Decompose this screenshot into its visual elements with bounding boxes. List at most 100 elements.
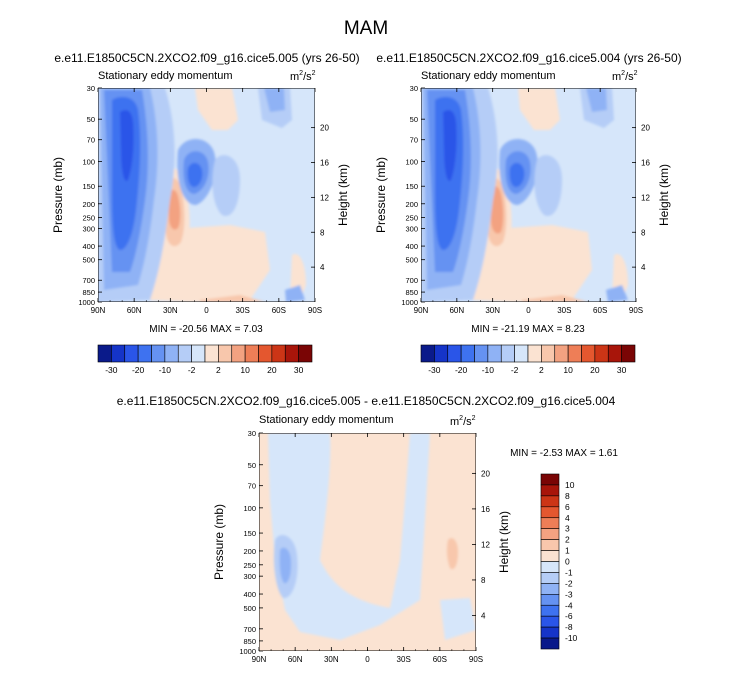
- colorbar-swatch: [607, 344, 622, 363]
- colorbar-swatch: [420, 344, 435, 363]
- x-tick-label: 30N: [163, 306, 178, 315]
- x-tick-label: 60S: [593, 306, 607, 315]
- colorbar-swatch: [231, 344, 246, 363]
- x-tick-label: 30N: [324, 655, 339, 664]
- y-tick-label: 70: [87, 136, 95, 145]
- colorbar-label: 20: [267, 365, 277, 375]
- y2-tick-label: 12: [641, 193, 650, 202]
- colorbar-label: -2: [565, 578, 573, 588]
- colorbar-label: 10: [240, 365, 250, 375]
- y-tick-label: 100: [405, 157, 418, 166]
- colorbar-swatch: [540, 561, 560, 573]
- colorbar-label: -2: [511, 365, 519, 375]
- colorbar-swatch: [434, 344, 449, 363]
- colorbar-swatch: [204, 344, 219, 363]
- colorbar-label: 2: [216, 365, 221, 375]
- y-tick-label: 500: [243, 604, 256, 613]
- colorbar-swatch: [540, 495, 560, 508]
- y-tick-label: 200: [243, 547, 256, 556]
- y-tick-label: 400: [243, 590, 256, 599]
- y2-tick-label: 4: [641, 263, 646, 272]
- colorbar-label: -10: [159, 365, 172, 375]
- figure-title: MAM: [344, 18, 388, 39]
- colorbar-swatch: [540, 484, 560, 497]
- x-tick-label: 90N: [91, 306, 106, 315]
- x-tick-label: 90S: [469, 655, 483, 664]
- y2-axis-label: Height (km): [336, 164, 350, 226]
- panel-1-units: m2/s2: [290, 70, 316, 83]
- y2-tick-label: 12: [481, 540, 490, 549]
- y2-axis-label: Height (km): [497, 511, 511, 573]
- panel-1-case-title: e.e11.E1850C5CN.2XCO2.f09_g16.cice5.005 …: [54, 51, 359, 65]
- y-tick-label: 500: [82, 256, 95, 265]
- colorbar-label: 6: [565, 502, 570, 512]
- y-tick-label: 30: [410, 84, 418, 93]
- panel-3-units: m2/s2: [450, 415, 476, 428]
- y-tick-label: 300: [405, 225, 418, 234]
- colorbar-swatch: [177, 344, 192, 363]
- y-tick-label: 150: [82, 182, 95, 191]
- colorbar-swatch: [218, 344, 233, 363]
- y2-tick-label: 16: [320, 159, 329, 168]
- y-tick-label: 30: [87, 84, 95, 93]
- panel-1-colorbar: -30 -20 -10 -2 2 10 20 30: [97, 344, 313, 375]
- colorbar-label: 3: [565, 524, 570, 534]
- y-tick-label: 200: [405, 200, 418, 209]
- y-tick-label: 400: [405, 242, 418, 251]
- colorbar-swatch: [540, 528, 560, 540]
- y2-tick-label: 8: [481, 576, 486, 585]
- colorbar-swatch: [540, 583, 560, 595]
- y-tick-label: 50: [248, 461, 256, 470]
- colorbar-label: 30: [617, 365, 627, 375]
- colorbar-swatch: [554, 344, 569, 363]
- y-axis-label: Pressure (mb): [51, 157, 65, 233]
- colorbar-swatch: [540, 550, 560, 562]
- panel-1-left-label: Stationary eddy momentum: [98, 70, 233, 82]
- colorbar-swatch: [540, 517, 560, 529]
- colorbar-swatch: [514, 344, 529, 363]
- colorbar-label: -4: [565, 600, 573, 610]
- y2-tick-label: 8: [320, 228, 325, 237]
- x-tick-label: 0: [365, 655, 370, 664]
- colorbar-label: 8: [565, 491, 570, 501]
- colorbar-label: 2: [539, 365, 544, 375]
- colorbar-swatch: [271, 344, 286, 363]
- y-tick-label: 50: [410, 115, 418, 124]
- y-tick-label: 250: [243, 561, 256, 570]
- x-tick-label: 90N: [252, 655, 267, 664]
- y-tick-label: 700: [82, 276, 95, 285]
- colorbar-swatch: [284, 344, 299, 363]
- y-axis-label: Pressure (mb): [212, 504, 226, 580]
- y-tick-label: 850: [82, 288, 95, 297]
- panel-2-units: m2/s2: [612, 70, 638, 83]
- x-tick-label: 30S: [397, 655, 411, 664]
- colorbar-swatch: [474, 344, 489, 363]
- colorbar-swatch: [540, 604, 560, 617]
- x-tick-label: 60S: [433, 655, 447, 664]
- y-tick-label: 250: [82, 213, 95, 222]
- y-tick-label: 100: [82, 157, 95, 166]
- colorbar-label: -10: [482, 365, 495, 375]
- y-tick-label: 70: [410, 136, 418, 145]
- colorbar-swatch: [581, 344, 596, 363]
- y-tick-label: 700: [243, 625, 256, 634]
- colorbar-swatch: [298, 344, 313, 363]
- panel-2: e.e11.E1850C5CN.2XCO2.f09_g16.cice5.004 …: [374, 51, 682, 375]
- x-tick-label: 60N: [127, 306, 142, 315]
- y2-tick-label: 16: [641, 159, 650, 168]
- panel-2-case-title: e.e11.E1850C5CN.2XCO2.f09_g16.cice5.004 …: [376, 51, 681, 65]
- y2-tick-label: 4: [481, 611, 486, 620]
- panel-3: e.e11.E1850C5CN.2XCO2.f09_g16.cice5.005 …: [117, 394, 619, 664]
- colorbar-label: -8: [565, 622, 573, 632]
- y-tick-label: 150: [243, 529, 256, 538]
- colorbar-label: -30: [428, 365, 441, 375]
- colorbar-swatch: [97, 344, 112, 363]
- colorbar-label: -20: [132, 365, 145, 375]
- panel-2-colorbar: -30 -20 -10 -2 2 10 20 30: [420, 344, 636, 375]
- colorbar-label: 2: [565, 535, 570, 545]
- panel-1-stats: MIN = -20.56 MAX = 7.03: [149, 324, 263, 335]
- colorbar-label: -10: [565, 633, 578, 643]
- x-tick-label: 30S: [557, 306, 571, 315]
- y-tick-label: 30: [248, 429, 256, 438]
